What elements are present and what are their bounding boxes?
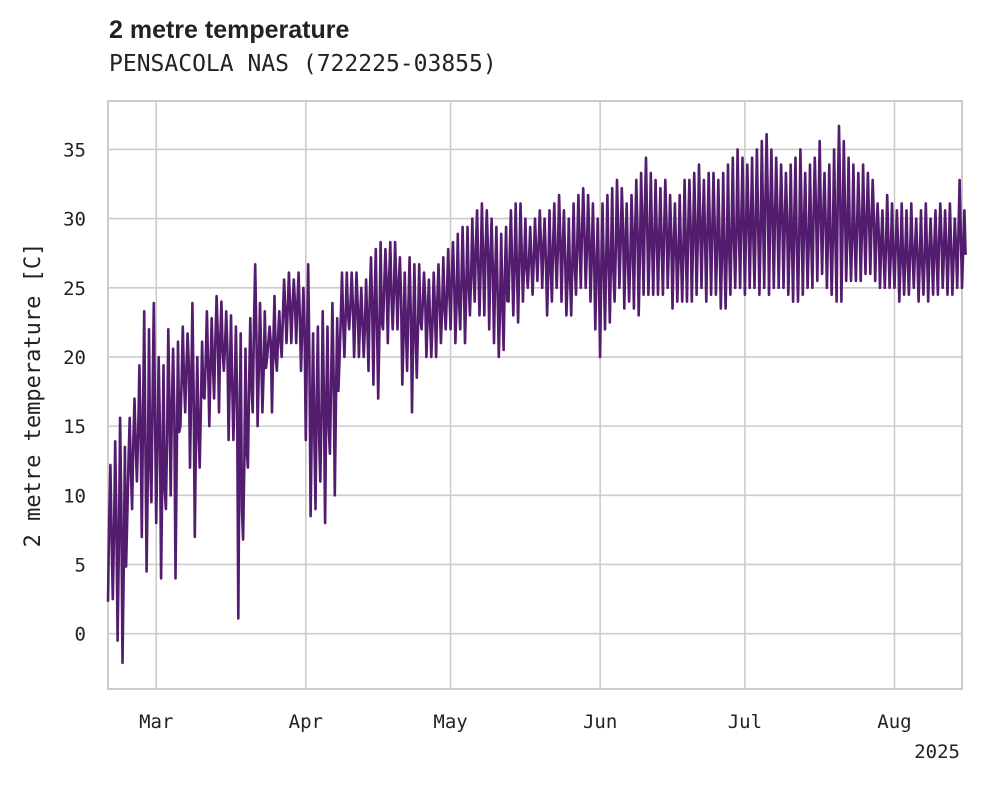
x-tick-label-apr: Apr — [289, 711, 323, 733]
y-tick-label: 20 — [63, 347, 86, 369]
y-tick-label: 0 — [75, 624, 86, 646]
x-tick-label-jun: Jun — [583, 711, 617, 733]
y-axis-label: 2 metre temperature [C] — [21, 243, 46, 548]
y-tick-label: 25 — [63, 278, 86, 300]
x-tick-label-mar: Mar — [139, 711, 173, 733]
year-label: 2025 — [914, 741, 960, 763]
x-tick-label-aug: Aug — [877, 711, 911, 733]
temperature-series-line — [106, 124, 967, 664]
tick-layer: 0 5 10 15 20 25 30 35 Mar Apr May Jun Jul Aug — [63, 139, 912, 733]
y-tick-label: 35 — [63, 139, 86, 161]
y-tick-label: 30 — [63, 209, 86, 231]
plot-frame — [107, 100, 963, 690]
x-tick-label-jul: Jul — [728, 711, 762, 733]
y-tick-label: 5 — [75, 554, 86, 576]
x-tick-label-may: May — [433, 711, 467, 733]
y-tick-label: 15 — [63, 416, 86, 438]
y-tick-label: 10 — [63, 485, 86, 507]
chart-title: 2 metre temperature — [109, 16, 350, 44]
chart-subtitle: PENSACOLA NAS (722225-03855) — [109, 51, 497, 77]
